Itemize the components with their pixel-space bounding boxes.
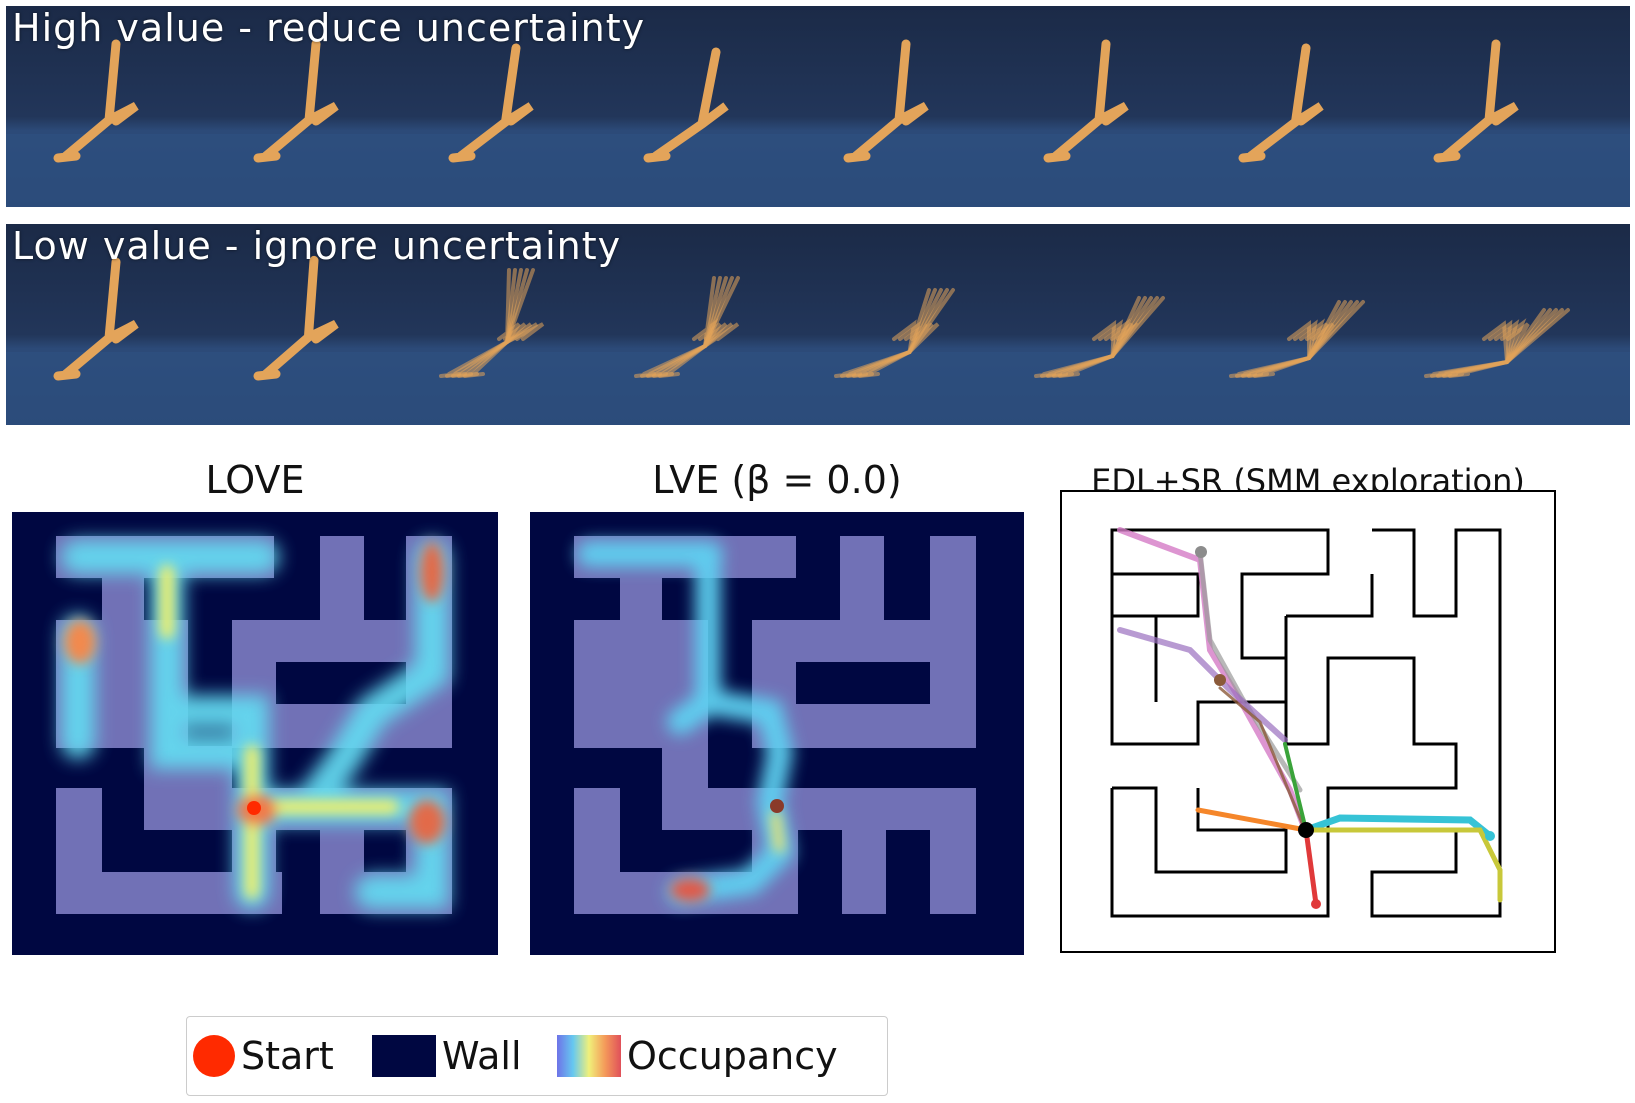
walker-strip-low-value: Low value - ignore uncertainty xyxy=(6,224,1630,425)
walker-figure xyxy=(834,288,955,378)
legend-label-occupancy: Occupancy xyxy=(627,1034,838,1078)
start-marker xyxy=(770,799,784,813)
walker-figure xyxy=(53,257,139,381)
legend-label-wall: Wall xyxy=(442,1034,522,1078)
walker-figure xyxy=(253,39,339,163)
legend-item-wall: Wall xyxy=(372,1017,522,1095)
walker-frames-low-value xyxy=(6,255,1630,425)
love-occupancy-maze xyxy=(12,512,498,955)
start-marker xyxy=(1298,822,1314,838)
walker-figure xyxy=(643,47,729,163)
legend: Start Wall Occupancy xyxy=(186,1016,888,1096)
lve-occupancy-maze xyxy=(530,512,1024,955)
legend-item-start: Start xyxy=(193,1017,334,1095)
panel-title-love: LOVE xyxy=(205,458,305,502)
walker-figure xyxy=(1433,39,1519,163)
walker-frames-high-value xyxy=(6,39,1630,207)
walker-figure xyxy=(1043,39,1129,163)
panel-title-lve: LVE (β = 0.0) xyxy=(652,458,902,502)
walker-figure xyxy=(439,268,545,378)
walker-strip-high-value: High value - reduce uncertainty xyxy=(6,6,1630,207)
start-marker xyxy=(247,801,261,815)
legend-label-start: Start xyxy=(241,1034,334,1078)
legend-item-occupancy: Occupancy xyxy=(557,1017,838,1095)
strip-title-low-value: Low value - ignore uncertainty xyxy=(12,224,622,268)
strip-title-high-value: High value - reduce uncertainty xyxy=(12,6,646,50)
occupancy-swatch xyxy=(557,1035,621,1077)
edl-sr-trajectory-maze xyxy=(1060,490,1556,953)
walker-figure xyxy=(1229,300,1365,378)
walker-figure xyxy=(448,43,534,163)
walker-figure xyxy=(253,255,339,381)
start-swatch xyxy=(193,1035,235,1077)
walker-figure xyxy=(1424,308,1570,378)
walker-figure xyxy=(53,39,139,163)
walker-figure xyxy=(634,276,740,378)
walker-figure xyxy=(843,39,929,163)
wall-swatch xyxy=(372,1035,436,1077)
walker-figure xyxy=(1238,43,1324,163)
walker-figure xyxy=(1034,296,1165,378)
